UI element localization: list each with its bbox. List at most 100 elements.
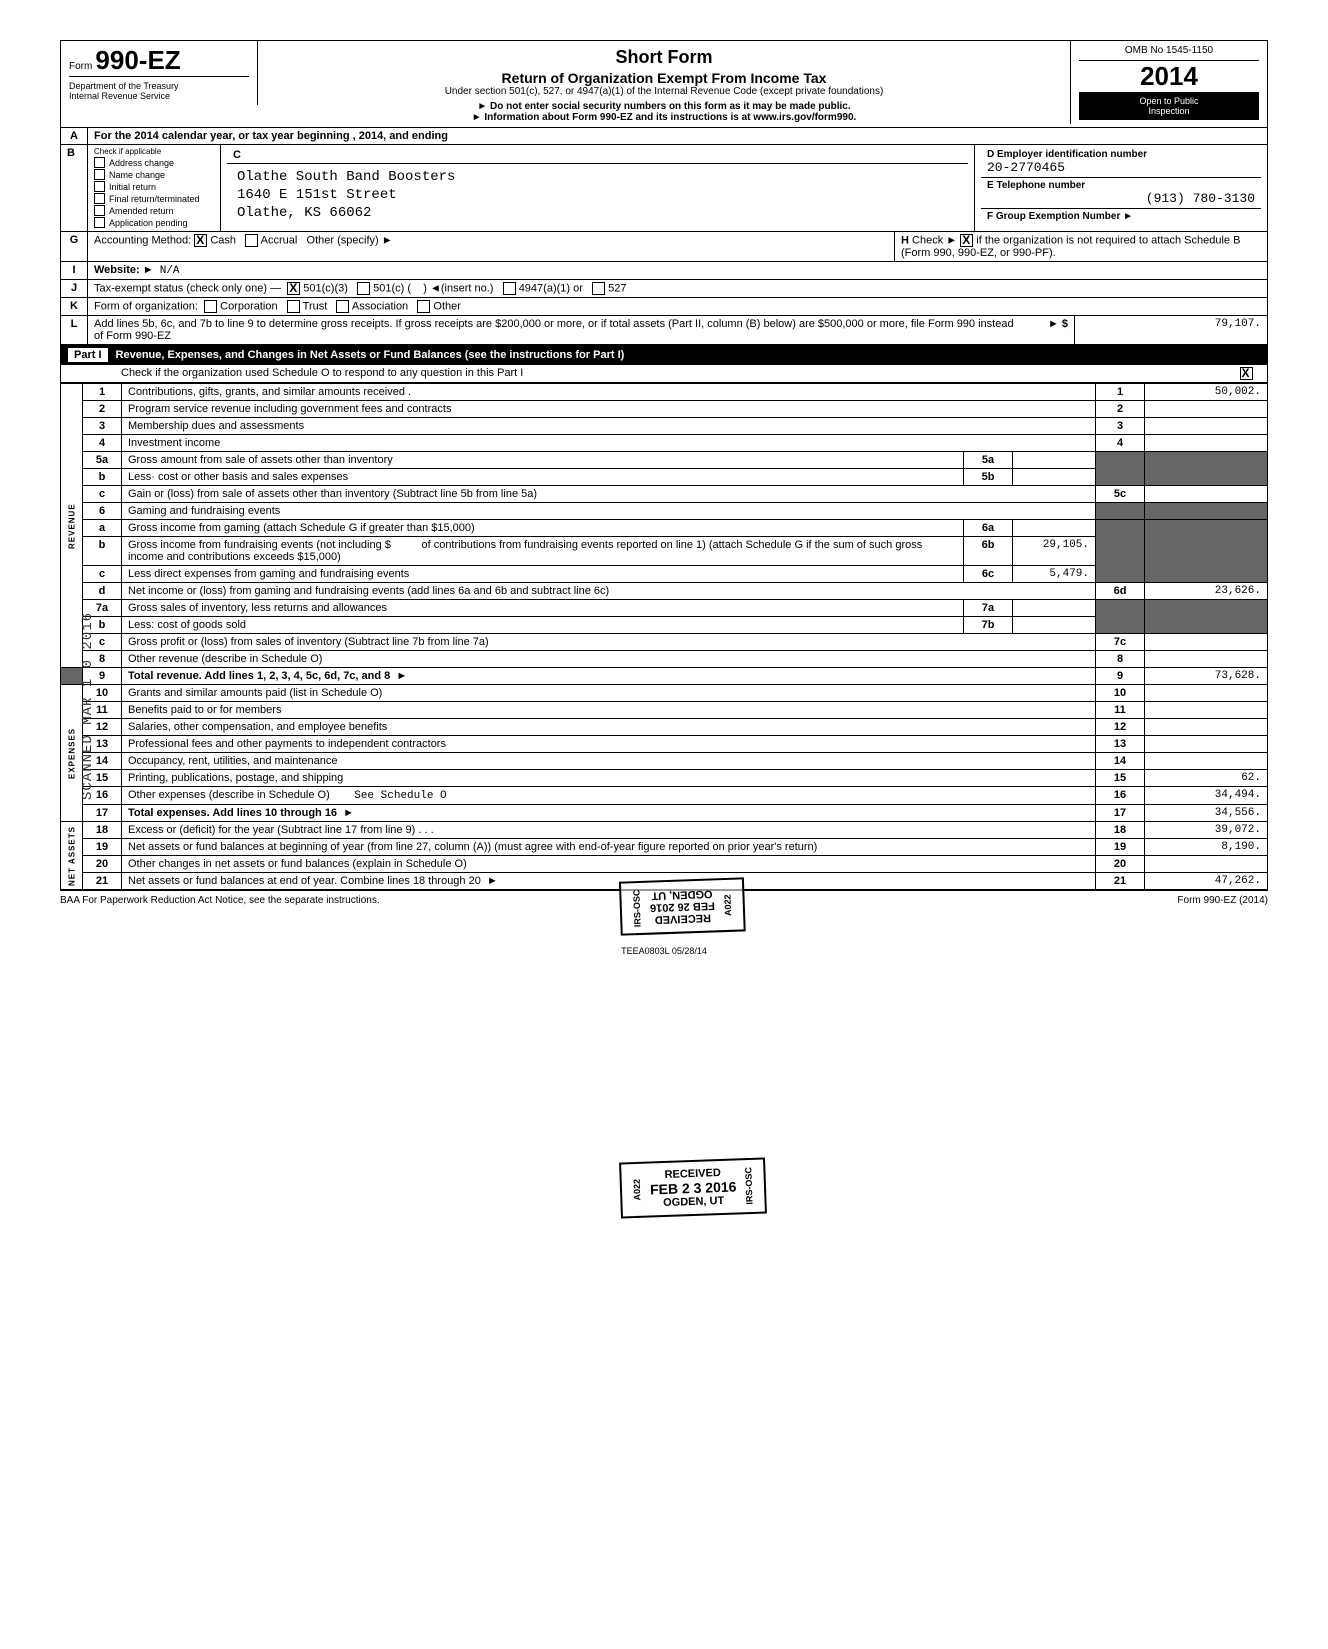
- box-e-label: E Telephone number: [987, 180, 1255, 191]
- shade-7b: [1145, 600, 1268, 634]
- desc-19: Net assets or fund balances at beginning…: [122, 839, 1096, 856]
- received-stamp-2: A022 RECEIVED FEB 2 3 2016 OGDEN, UT IRS…: [619, 1157, 767, 1218]
- ln-5b: b: [83, 469, 122, 486]
- part1-header: Part I Revenue, Expenses, and Changes in…: [60, 345, 1268, 365]
- desc-4: Investment income: [122, 435, 1096, 452]
- chk-h[interactable]: [960, 234, 973, 247]
- shade-7: [1096, 600, 1145, 634]
- title-sub: Return of Organization Exempt From Incom…: [266, 70, 1062, 86]
- amt-16: 34,494.: [1145, 787, 1268, 805]
- chk-label: Application pending: [109, 218, 188, 228]
- ln-20: 20: [83, 856, 122, 873]
- chk-accrual[interactable]: [245, 234, 258, 247]
- line-i: I Website: ► N/A: [60, 262, 1268, 280]
- chk-501c[interactable]: [357, 282, 370, 295]
- chk-cash[interactable]: [194, 234, 207, 247]
- stamp1-l1: RECEIVED: [650, 912, 715, 926]
- desc-15: Printing, publications, postage, and shi…: [122, 770, 1096, 787]
- line-g-label: Accounting Method:: [94, 234, 191, 246]
- line-a: A For the 2014 calendar year, or tax yea…: [60, 128, 1268, 145]
- chk-address-change[interactable]: [94, 157, 105, 168]
- ln-5a: 5a: [83, 452, 122, 469]
- sub-7a-label: 7a: [964, 600, 1013, 617]
- line-j-label: Tax-exempt status (check only one) —: [94, 282, 281, 294]
- numcol-2: 2: [1096, 401, 1145, 418]
- desc-2: Program service revenue including govern…: [122, 401, 1096, 418]
- chk-501c3[interactable]: [287, 282, 300, 295]
- form-header: Form 990-EZ Department of the Treasury I…: [60, 40, 1268, 128]
- amt-5c: [1145, 486, 1268, 503]
- chk-assoc[interactable]: [336, 300, 349, 313]
- desc-12: Salaries, other compensation, and employ…: [122, 719, 1096, 736]
- desc-18: Excess or (deficit) for the year (Subtra…: [122, 822, 1096, 839]
- amt-9: 73,628.: [1145, 668, 1268, 685]
- ln-4: 4: [83, 435, 122, 452]
- line-a-text: For the 2014 calendar year, or tax year …: [88, 128, 1267, 144]
- chk-corp[interactable]: [204, 300, 217, 313]
- chk-initial-return[interactable]: [94, 181, 105, 192]
- part1-table: REVENUE 1 Contributions, gifts, grants, …: [60, 383, 1268, 890]
- desc-6b: Gross income from fundraising events (no…: [128, 539, 391, 551]
- chk-trust[interactable]: [287, 300, 300, 313]
- opt-501c3: 501(c)(3): [303, 282, 348, 294]
- shade-6d: [1145, 520, 1268, 583]
- side-expenses: EXPENSES: [61, 685, 83, 822]
- numcol-14: 14: [1096, 753, 1145, 770]
- line-i-label: Website: ►: [94, 264, 154, 276]
- line-l: L Add lines 5b, 6c, and 7b to line 9 to …: [60, 316, 1268, 345]
- stamp2-side1: A022: [632, 1179, 643, 1201]
- part1-label: Part I: [68, 348, 108, 362]
- desc-14: Occupancy, rent, utilities, and maintena…: [122, 753, 1096, 770]
- numcol-16: 16: [1096, 787, 1145, 805]
- note-info: ► Information about Form 990-EZ and its …: [266, 112, 1062, 123]
- right-def-block: D Employer identification number 20-2770…: [974, 145, 1267, 231]
- desc-7c: Gross profit or (loss) from sales of inv…: [122, 634, 1096, 651]
- amt-11: [1145, 702, 1268, 719]
- side-revenue: REVENUE: [61, 384, 83, 668]
- shade-5: [1096, 452, 1145, 486]
- desc-16: Other expenses (describe in Schedule O): [128, 789, 330, 801]
- desc-13: Professional fees and other payments to …: [122, 736, 1096, 753]
- form-number: 990-EZ: [95, 45, 180, 75]
- chk-527[interactable]: [592, 282, 605, 295]
- ln-6a: a: [83, 520, 122, 537]
- tax-year: 2014: [1079, 61, 1259, 92]
- box-b-checks: Check if applicable Address change Name …: [88, 145, 221, 231]
- chk-4947[interactable]: [503, 282, 516, 295]
- ln-2: 2: [83, 401, 122, 418]
- ln-18: 18: [83, 822, 122, 839]
- numcol-3: 3: [1096, 418, 1145, 435]
- stamp1-side2: IRS-OSC: [631, 889, 642, 927]
- ln-6b: b: [83, 537, 122, 566]
- opt-527: 527: [608, 282, 626, 294]
- badge-line1: Open to Public: [1083, 96, 1255, 106]
- numcol-19: 19: [1096, 839, 1145, 856]
- footer-mid: TEEA0803L 05/28/14: [60, 946, 1268, 956]
- chk-schedule-o[interactable]: [1240, 367, 1253, 380]
- dept-line2: Internal Revenue Service: [69, 91, 249, 101]
- org-csz: Olathe, KS 66062: [237, 204, 958, 222]
- box-f-label: F Group Exemption Number ►: [987, 211, 1255, 222]
- shade-6c: [1096, 520, 1145, 583]
- stamp2-side2: IRS-OSC: [744, 1167, 755, 1205]
- chk-final-return[interactable]: [94, 193, 105, 204]
- chk-other-org[interactable]: [417, 300, 430, 313]
- desc-1: Contributions, gifts, grants, and simila…: [122, 384, 1096, 401]
- shade-6: [1096, 503, 1145, 520]
- side-netassets: NET ASSETS: [61, 822, 83, 890]
- desc-10: Grants and similar amounts paid (list in…: [122, 685, 1096, 702]
- form-page: SCANNED MAR 1 0 2016 Form 990-EZ Departm…: [60, 40, 1268, 956]
- amt-13: [1145, 736, 1268, 753]
- chk-label: Amended return: [109, 206, 174, 216]
- desc-6c: Less direct expenses from gaming and fun…: [122, 566, 964, 583]
- line-gh: G Accounting Method: Cash Accrual Other …: [60, 232, 1268, 262]
- box-d-value: 20-2770465: [987, 160, 1255, 175]
- desc-5c: Gain or (loss) from sale of assets other…: [122, 486, 1096, 503]
- chk-name-change[interactable]: [94, 169, 105, 180]
- chk-application-pending[interactable]: [94, 217, 105, 228]
- amt-7c: [1145, 634, 1268, 651]
- sub-7b-label: 7b: [964, 617, 1013, 634]
- ln-1: 1: [83, 384, 122, 401]
- part1-title: Revenue, Expenses, and Changes in Net As…: [116, 349, 625, 361]
- chk-amended-return[interactable]: [94, 205, 105, 216]
